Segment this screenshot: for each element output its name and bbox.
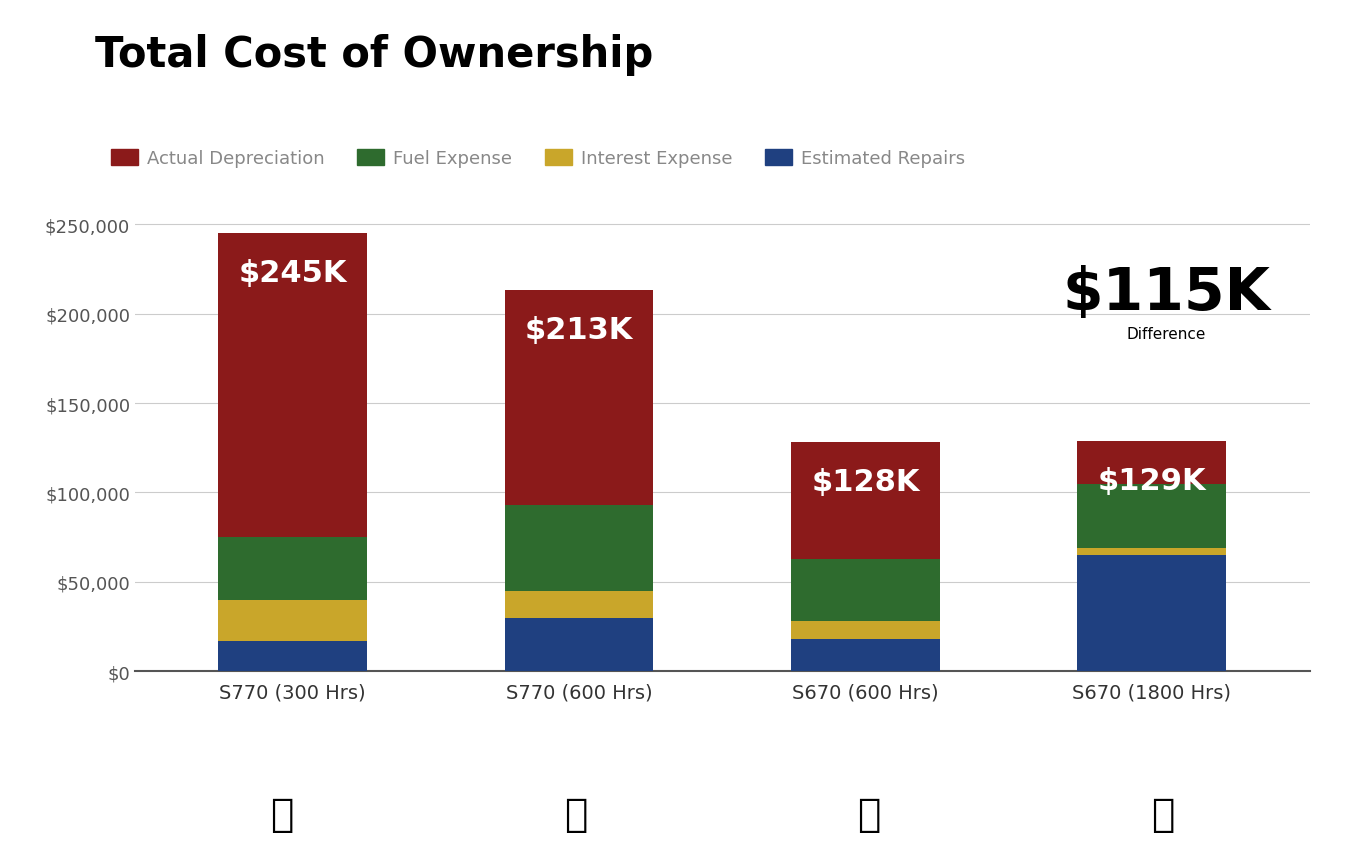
Bar (505, 592, 653, 618)
Bar (505, 505, 653, 592)
Bar (1077, 484, 1226, 548)
Bar (791, 640, 940, 672)
Bar (219, 641, 367, 672)
Text: Difference: Difference (1127, 326, 1206, 342)
Text: $115K: $115K (1062, 264, 1270, 321)
Text: 🚜: 🚜 (270, 795, 293, 833)
Bar (1077, 548, 1226, 555)
Text: $213K: $213K (525, 316, 633, 345)
Text: 🚜: 🚜 (1152, 795, 1174, 833)
Text: $245K: $245K (239, 259, 347, 288)
Text: Total Cost of Ownership: Total Cost of Ownership (95, 34, 653, 77)
Bar (219, 537, 367, 600)
Text: $128K: $128K (811, 468, 919, 497)
Bar (219, 600, 367, 641)
Bar (219, 234, 367, 537)
Text: 🚜: 🚜 (564, 795, 587, 833)
Bar (1077, 441, 1226, 484)
Text: 🚜: 🚜 (857, 795, 880, 833)
Bar (791, 443, 940, 559)
Bar (505, 291, 653, 505)
Bar (791, 622, 940, 640)
Bar (1077, 555, 1226, 672)
Bar (505, 618, 653, 672)
Legend: Actual Depreciation, Fuel Expense, Interest Expense, Estimated Repairs: Actual Depreciation, Fuel Expense, Inter… (104, 142, 972, 175)
Text: $129K: $129K (1098, 466, 1207, 495)
Bar (791, 559, 940, 622)
